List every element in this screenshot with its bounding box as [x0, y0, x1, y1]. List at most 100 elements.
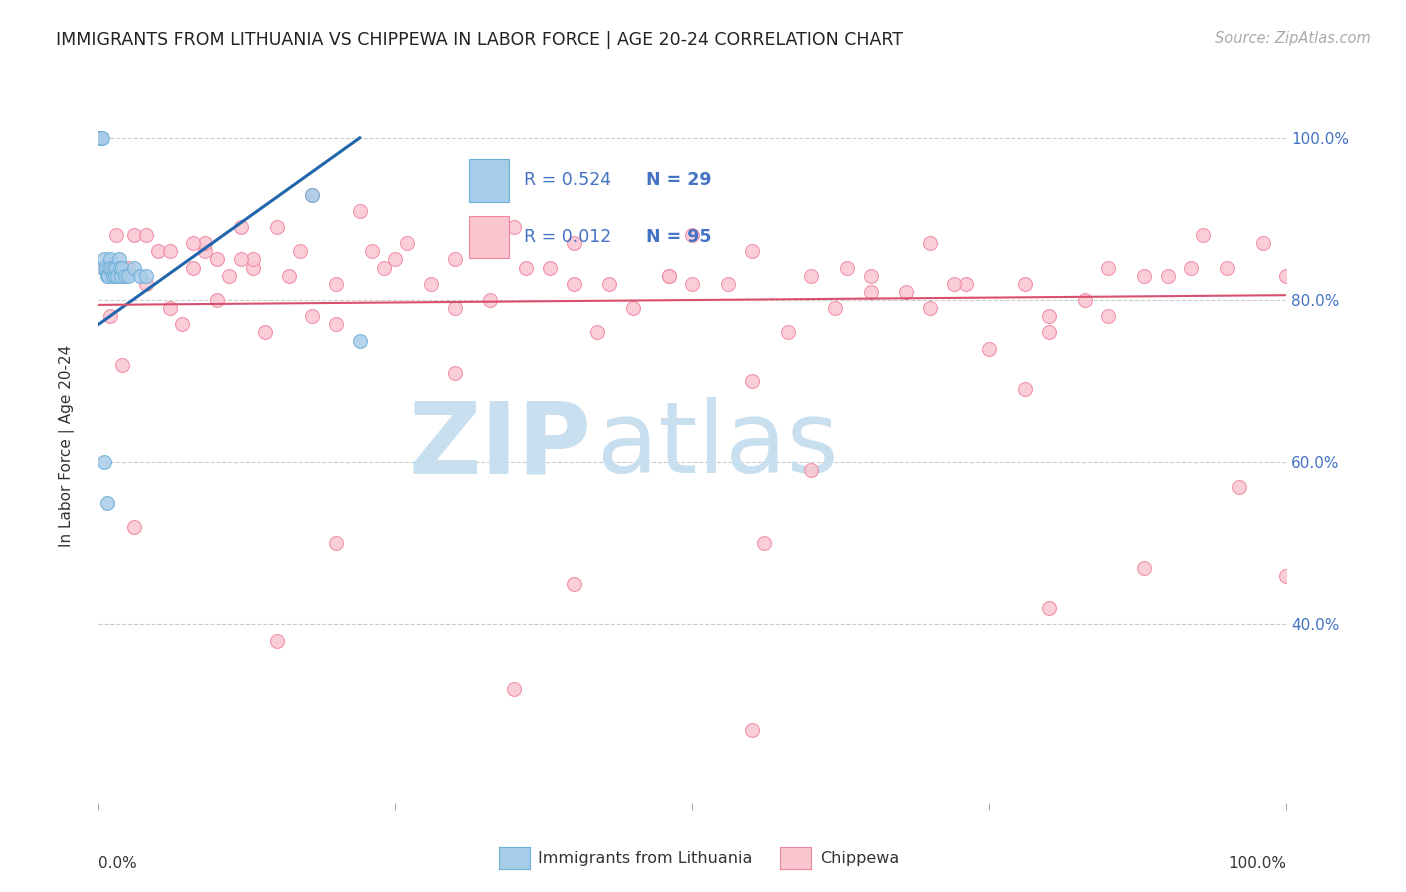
Point	[349, 334, 371, 348]
Point	[896, 285, 918, 299]
Point	[373, 260, 395, 275]
Point	[741, 244, 763, 259]
Text: Chippewa: Chippewa	[820, 851, 898, 865]
Point	[658, 268, 681, 283]
Point	[96, 496, 118, 510]
Text: N = 29: N = 29	[647, 171, 711, 189]
Point	[444, 366, 467, 380]
Point	[194, 236, 217, 251]
Point	[207, 252, 229, 267]
Point	[111, 358, 134, 372]
Point	[1097, 310, 1119, 324]
Point	[117, 268, 139, 283]
Point	[920, 301, 942, 315]
Point	[104, 268, 127, 283]
Point	[824, 301, 846, 315]
Point	[122, 228, 145, 243]
Point	[229, 252, 252, 267]
Point	[229, 220, 252, 235]
Point	[98, 310, 121, 324]
Text: Immigrants from Lithuania: Immigrants from Lithuania	[538, 851, 752, 865]
Point	[979, 342, 1001, 356]
Point	[621, 301, 644, 315]
Point	[1014, 277, 1036, 291]
Text: IMMIGRANTS FROM LITHUANIA VS CHIPPEWA IN LABOR FORCE | AGE 20-24 CORRELATION CHA: IMMIGRANTS FROM LITHUANIA VS CHIPPEWA IN…	[56, 31, 903, 49]
Point	[835, 260, 858, 275]
Point	[444, 301, 467, 315]
Point	[93, 455, 115, 469]
Point	[89, 131, 111, 145]
Y-axis label: In Labor Force | Age 20-24: In Labor Force | Age 20-24	[59, 345, 75, 547]
Point	[467, 228, 489, 243]
Point	[717, 277, 740, 291]
Point	[681, 228, 703, 243]
Point	[117, 260, 139, 275]
Point	[325, 277, 347, 291]
Point	[90, 131, 112, 145]
Point	[146, 244, 169, 259]
Text: 100.0%: 100.0%	[1229, 856, 1286, 871]
Point	[114, 268, 136, 283]
Point	[598, 277, 620, 291]
Point	[277, 268, 299, 283]
Point	[515, 260, 537, 275]
Point	[681, 277, 703, 291]
Point	[396, 236, 419, 251]
Point	[110, 268, 132, 283]
Point	[135, 268, 157, 283]
Point	[253, 326, 276, 340]
Point	[1251, 236, 1274, 251]
Point	[444, 252, 467, 267]
Text: R = 0.524: R = 0.524	[523, 171, 610, 189]
Point	[170, 318, 193, 332]
Point	[183, 260, 205, 275]
Point	[1180, 260, 1202, 275]
Point	[586, 326, 609, 340]
Point	[920, 236, 942, 251]
Text: Source: ZipAtlas.com: Source: ZipAtlas.com	[1215, 31, 1371, 46]
Text: atlas: atlas	[598, 398, 839, 494]
Point	[1275, 268, 1298, 283]
Point	[384, 252, 406, 267]
Point	[741, 374, 763, 388]
Point	[129, 268, 152, 283]
Point	[562, 277, 585, 291]
Point	[752, 536, 775, 550]
Point	[301, 187, 323, 202]
Point	[1073, 293, 1095, 307]
Point	[96, 268, 118, 283]
Point	[97, 268, 120, 283]
Point	[93, 252, 115, 267]
Point	[1133, 268, 1156, 283]
Point	[290, 244, 312, 259]
Point	[98, 260, 121, 275]
Point	[94, 260, 117, 275]
Point	[1227, 479, 1250, 493]
Point	[135, 277, 157, 291]
Point	[1192, 228, 1215, 243]
Text: ZIP: ZIP	[409, 398, 592, 494]
Point	[105, 260, 128, 275]
Point	[562, 236, 585, 251]
Point	[107, 252, 129, 267]
Point	[800, 268, 823, 283]
Point	[301, 187, 323, 202]
Point	[1038, 601, 1060, 615]
Point	[122, 260, 145, 275]
Point	[1133, 560, 1156, 574]
Point	[301, 310, 323, 324]
Point	[101, 268, 124, 283]
Point	[242, 260, 264, 275]
Point	[325, 318, 347, 332]
Point	[420, 277, 443, 291]
Point	[349, 203, 371, 218]
Point	[1038, 326, 1060, 340]
Point	[111, 260, 134, 275]
Point	[658, 268, 681, 283]
Point	[1156, 268, 1178, 283]
Text: 0.0%: 0.0%	[98, 856, 138, 871]
Point	[1216, 260, 1239, 275]
Point	[942, 277, 965, 291]
Point	[91, 260, 114, 275]
Point	[91, 131, 114, 145]
